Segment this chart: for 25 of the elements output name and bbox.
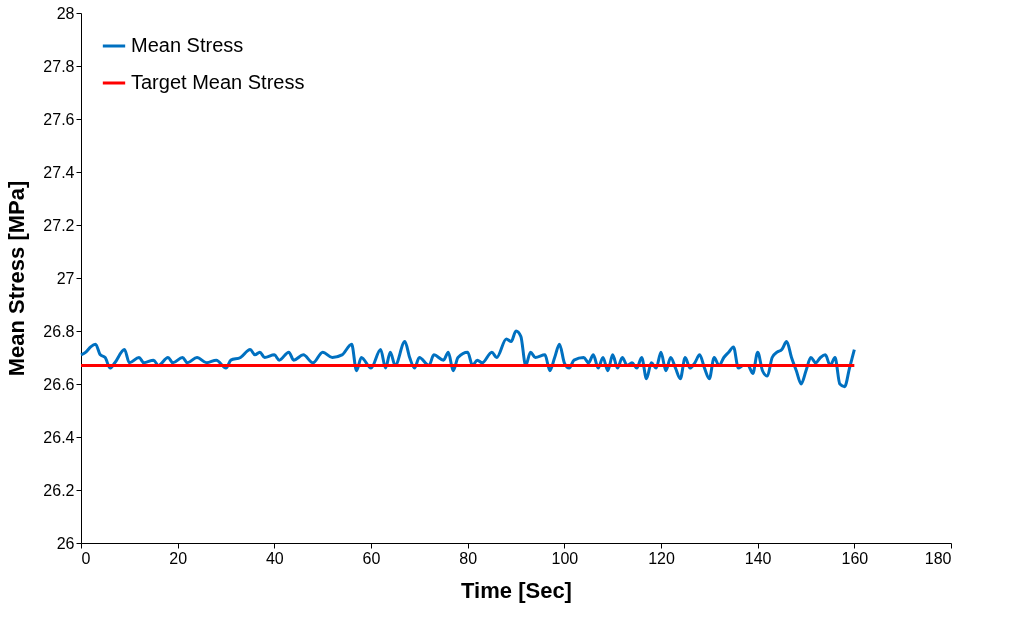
x-axis-title: Time [Sec] (461, 577, 572, 603)
y-tick-label: 27.6 (43, 110, 75, 128)
x-tick-label: 40 (265, 549, 284, 567)
y-tick-label: 26 (56, 534, 75, 552)
y-tick-label: 26.6 (43, 375, 75, 393)
y-tick-label: 28 (56, 4, 75, 22)
x-tick-label: 80 (459, 549, 478, 567)
x-tick-label: 140 (744, 549, 772, 567)
y-tick-label: 27.8 (43, 57, 75, 75)
y-tick-label: 27 (56, 269, 75, 287)
legend-label: Target Mean Stress (131, 71, 305, 93)
x-tick-label: 160 (841, 549, 869, 567)
y-axis-title: Mean Stress [MPa] (4, 180, 30, 377)
x-tick-label: 100 (551, 549, 579, 567)
y-tick-label: 26.4 (43, 428, 75, 446)
x-tick-label: 180 (924, 549, 952, 567)
y-tick-label: 26.2 (43, 481, 75, 499)
x-tick-label: 60 (362, 549, 381, 567)
x-tick-label: 0 (81, 549, 91, 567)
x-tick-label: 20 (169, 549, 188, 567)
x-tick-label: 120 (648, 549, 675, 567)
y-tick-label: 27.2 (43, 216, 75, 234)
y-tick-label: 26.8 (43, 322, 75, 340)
legend-label: Mean Stress (131, 34, 244, 56)
y-tick-label: 27.4 (43, 163, 75, 181)
